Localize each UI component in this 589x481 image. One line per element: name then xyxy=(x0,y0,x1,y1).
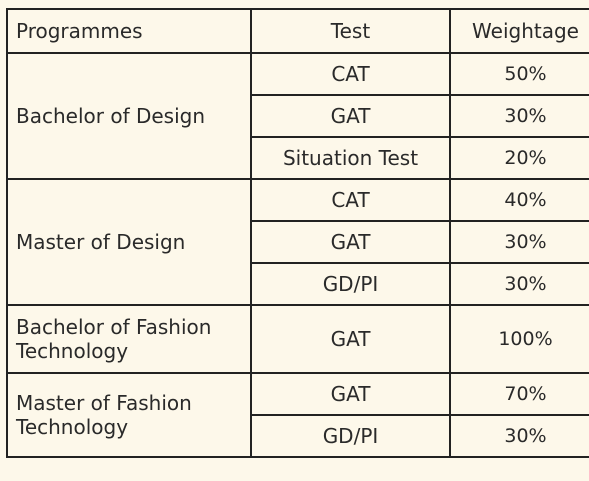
programme-cell: Bachelor of Fashion Technology xyxy=(6,304,252,374)
header-programmes: Programmes xyxy=(6,8,252,54)
header-test: Test xyxy=(250,8,451,54)
weightage-cell: 20% xyxy=(449,136,589,180)
header-weightage: Weightage xyxy=(449,8,589,54)
table-header-row: Programmes Test Weightage xyxy=(6,8,589,54)
test-cell: GAT xyxy=(250,94,451,138)
table-row: Situation Test 20% xyxy=(7,136,589,180)
programme-cell: Master of Fashion Technology xyxy=(6,372,252,458)
test-cell: Situation Test xyxy=(250,136,451,180)
weightage-cell: 30% xyxy=(449,220,589,264)
table-row: Master of Fashion Technology GAT 70% xyxy=(6,372,589,458)
table-row: Bachelor of Fashion Technology GAT 100% xyxy=(6,304,589,374)
weightage-cell: 30% xyxy=(449,414,589,458)
weightage-table: Programmes Test Weightage Bachelor of De… xyxy=(6,8,589,458)
test-cell: GD/PI xyxy=(250,262,451,306)
test-cell: GAT xyxy=(250,304,451,374)
test-cell: GAT xyxy=(250,220,451,264)
programme-cell: Bachelor of Design xyxy=(6,52,252,180)
weightage-cell: 30% xyxy=(449,94,589,138)
weightage-cell: 30% xyxy=(449,262,589,306)
table-row: GAT 30% xyxy=(7,220,589,264)
weightage-cell: 100% xyxy=(449,304,589,374)
table-row: GAT 30% xyxy=(7,94,589,138)
table-row: GD/PI 30% xyxy=(7,414,589,458)
table-row: GD/PI 30% xyxy=(7,262,589,306)
test-cell: CAT xyxy=(250,52,451,96)
programme-cell: Master of Design xyxy=(6,178,252,306)
weightage-cell: 50% xyxy=(449,52,589,96)
test-cell: CAT xyxy=(250,178,451,222)
test-cell: GAT xyxy=(250,372,451,416)
weightage-cell: 40% xyxy=(449,178,589,222)
test-cell: GD/PI xyxy=(250,414,451,458)
weightage-cell: 70% xyxy=(449,372,589,416)
table-row: Master of Design CAT 40% xyxy=(6,178,589,306)
table-row: Bachelor of Design CAT 50% xyxy=(6,52,589,180)
